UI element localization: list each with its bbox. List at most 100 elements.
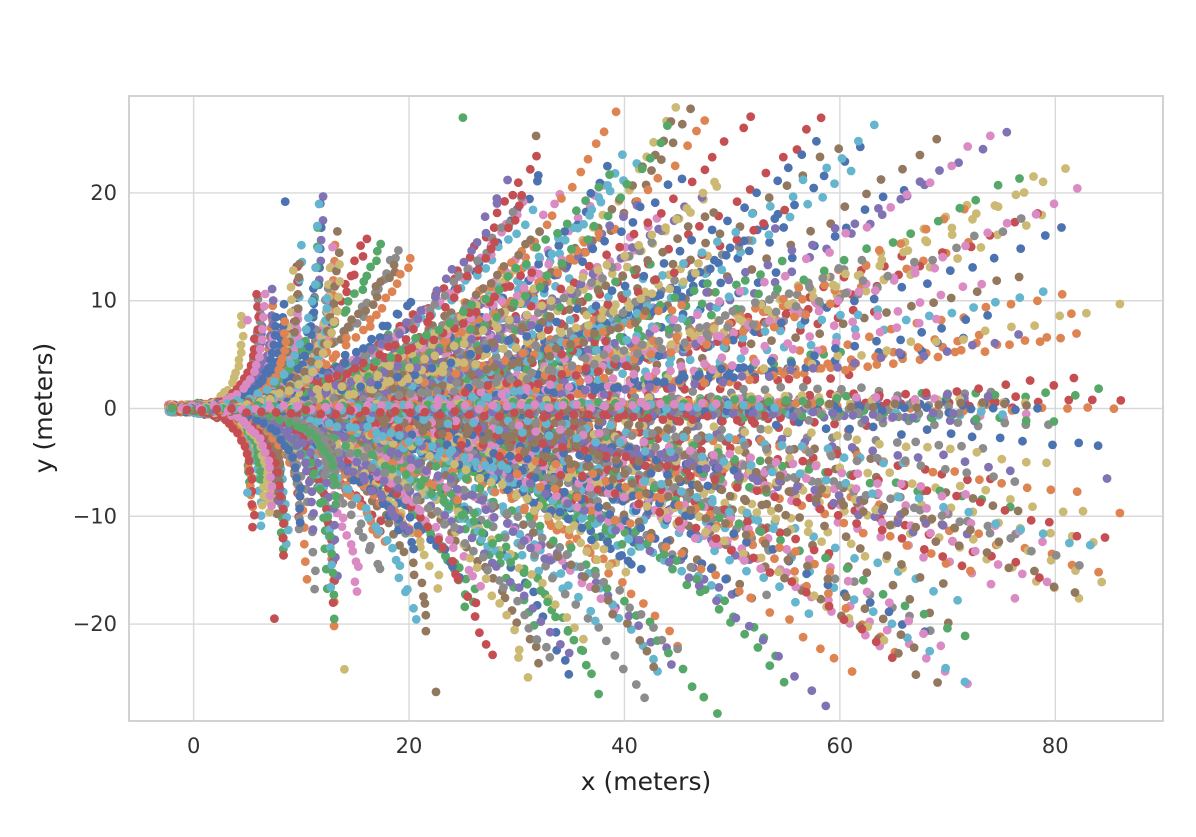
data-point [695, 221, 704, 231]
data-point [915, 150, 925, 160]
data-point [888, 238, 898, 247]
data-point [700, 165, 710, 175]
data-point [816, 113, 826, 123]
data-point [833, 351, 843, 361]
data-point [841, 269, 850, 279]
data-point [892, 438, 902, 447]
data-point [1010, 593, 1020, 603]
data-point [548, 573, 557, 583]
data-point [779, 223, 789, 232]
data-point [421, 610, 431, 620]
data-point [929, 586, 938, 596]
data-point [669, 194, 678, 204]
data-point [838, 319, 848, 329]
data-point [929, 298, 938, 308]
data-point [541, 561, 550, 571]
data-point [460, 602, 470, 612]
data-point [935, 166, 944, 175]
data-point [500, 533, 510, 542]
data-point [778, 152, 788, 162]
data-point [468, 571, 477, 581]
data-point [610, 338, 619, 348]
data-point [978, 144, 988, 154]
data-point [850, 553, 859, 563]
data-point [980, 326, 990, 336]
data-point [926, 528, 935, 538]
data-point [906, 229, 916, 239]
data-point [508, 190, 518, 200]
data-point [610, 651, 620, 660]
data-point [1042, 333, 1052, 342]
data-point [1030, 321, 1039, 330]
data-point [861, 286, 871, 296]
data-point [672, 332, 682, 342]
data-point [860, 205, 870, 215]
data-point [992, 276, 1002, 285]
data-point [993, 560, 1003, 569]
data-point [903, 633, 912, 643]
data-point [785, 212, 795, 222]
data-point [809, 183, 819, 193]
data-point [707, 152, 717, 162]
data-point [819, 171, 829, 181]
data-point [1021, 409, 1031, 419]
data-point [753, 278, 763, 287]
data-point [874, 245, 884, 255]
data-point [893, 518, 902, 528]
data-point [533, 171, 543, 180]
data-point [830, 419, 839, 429]
data-point [416, 542, 425, 552]
data-point [798, 294, 807, 304]
data-point [839, 518, 849, 528]
data-point [586, 606, 596, 616]
data-point [770, 554, 779, 564]
data-point [481, 264, 491, 273]
data-point [538, 210, 548, 220]
data-point [719, 137, 729, 146]
data-point [803, 199, 813, 209]
data-point [741, 267, 750, 277]
data-point [564, 669, 574, 679]
data-point [787, 253, 797, 263]
data-point [560, 589, 570, 599]
data-point [419, 550, 429, 560]
data-point [556, 284, 566, 294]
data-point [1015, 174, 1024, 183]
data-point [790, 567, 799, 576]
data-point [664, 325, 674, 335]
data-point [420, 599, 430, 608]
data-point [618, 664, 628, 674]
data-point [921, 224, 931, 234]
data-point [802, 569, 811, 579]
data-point [653, 173, 663, 183]
data-point [1017, 569, 1027, 579]
data-point [594, 623, 604, 632]
data-point [866, 454, 876, 463]
data-point [532, 151, 541, 161]
data-point [946, 293, 956, 303]
data-point [1020, 336, 1030, 345]
data-point [1094, 567, 1103, 577]
data-point [898, 164, 907, 174]
data-point [716, 278, 726, 288]
data-point [445, 535, 454, 545]
data-point [405, 512, 415, 522]
data-point [419, 592, 428, 601]
data-point [873, 558, 883, 568]
data-point [830, 179, 839, 189]
data-point [395, 541, 404, 550]
data-point [907, 301, 916, 311]
data-point [590, 616, 600, 626]
data-point [846, 539, 856, 549]
data-point [872, 360, 882, 369]
data-point [862, 568, 872, 578]
data-point [571, 600, 581, 609]
data-point [959, 335, 968, 344]
data-point [500, 197, 509, 206]
data-point [976, 243, 986, 252]
data-point [953, 254, 962, 263]
data-point [720, 498, 730, 508]
data-point [670, 161, 680, 171]
data-point [448, 543, 458, 552]
data-point [966, 566, 975, 576]
